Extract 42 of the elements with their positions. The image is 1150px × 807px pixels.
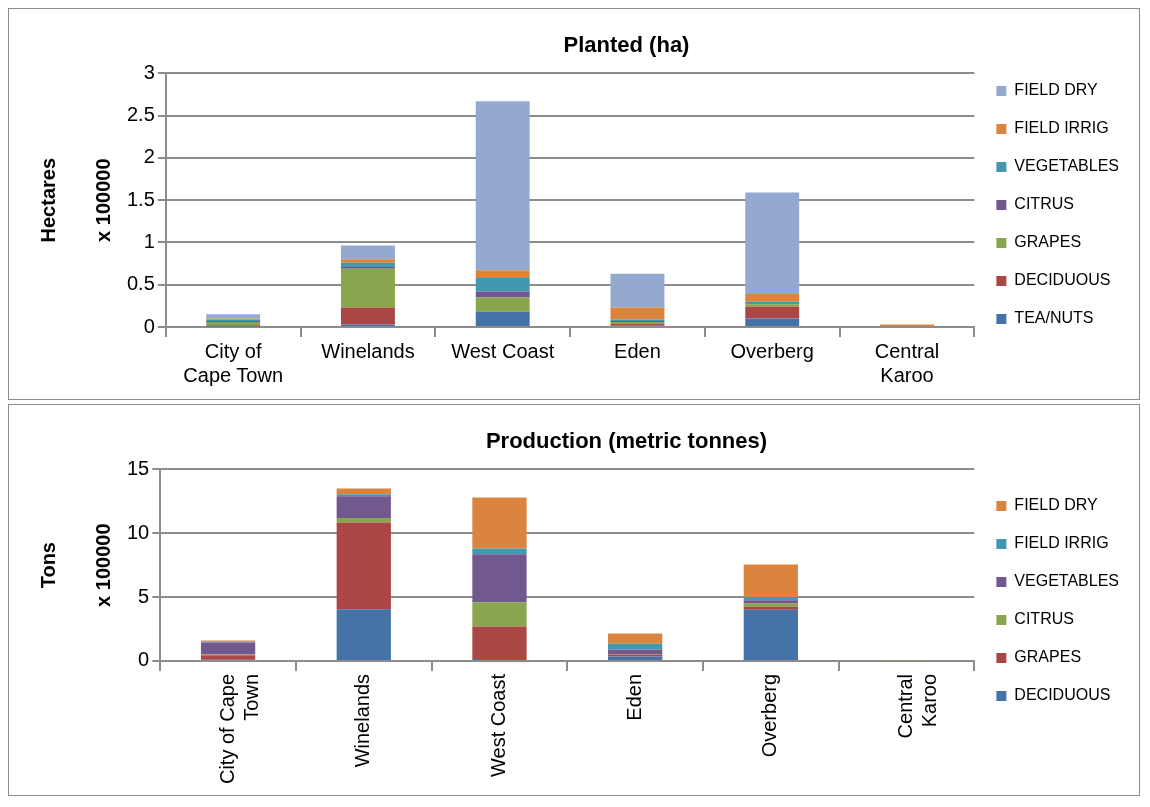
legend-label: CITRUS	[1014, 610, 1074, 628]
y-tick-label: 2.5	[126, 103, 155, 126]
legend-label: DECIDUOUS	[1014, 686, 1111, 704]
y-axis-title: Tons	[36, 542, 59, 589]
legend-label: TEA/NUTS	[1014, 309, 1094, 327]
y-tick-label: 1.5	[126, 187, 155, 210]
legend-label: VEGETABLES	[1014, 572, 1120, 590]
legend-label: GRAPES	[1014, 648, 1082, 666]
x-tick-label: Central Karoo	[874, 339, 940, 386]
x-tick-label: City of Cape Town	[215, 673, 262, 785]
y-tick-label: 0	[143, 314, 155, 337]
legend-label: FIELD DRY	[1014, 496, 1098, 514]
y-tick-label: 10	[127, 520, 150, 543]
x-tick-label: Eden	[614, 339, 661, 362]
y-tick-label: 0.5	[126, 272, 155, 295]
x-tick-label: Central Karoo	[894, 673, 941, 739]
legend-label: FIELD IRRIG	[1014, 534, 1109, 552]
x-tick-label: Winelands	[321, 339, 415, 362]
y-tick-label: 0	[138, 648, 150, 671]
chart-title: Production (metric tonnes)	[485, 428, 768, 454]
y-tick-label: 3	[143, 60, 155, 83]
x-tick-label: Overberg	[730, 339, 814, 362]
text: x 100000	[91, 523, 114, 607]
y-tick-label: 5	[138, 584, 150, 607]
x-tick-label: City of Cape Town	[183, 339, 284, 386]
legend-label: VEGETABLES	[1014, 157, 1120, 175]
x-tick-label: West Coast	[486, 673, 509, 777]
x-tick-label: West Coast	[451, 339, 555, 362]
y-tick-label: 1	[143, 229, 155, 252]
legend-label: GRAPES	[1014, 233, 1082, 251]
x-tick-label: Overberg	[758, 673, 781, 758]
legend-label: DECIDUOUS	[1014, 271, 1111, 289]
y-axis-title: Hectares	[36, 157, 59, 243]
legend-label: FIELD IRRIG	[1014, 119, 1109, 137]
legend-label: FIELD DRY	[1014, 81, 1098, 99]
text: x 100000	[91, 158, 114, 242]
x-tick-label: Winelands	[351, 673, 374, 768]
y-tick-label: 15	[127, 456, 150, 479]
y-tick-label: 2	[143, 145, 155, 168]
x-tick-label: Eden	[622, 673, 645, 721]
legend-label: CITRUS	[1014, 195, 1074, 213]
chart-title: Planted (ha)	[563, 32, 690, 58]
